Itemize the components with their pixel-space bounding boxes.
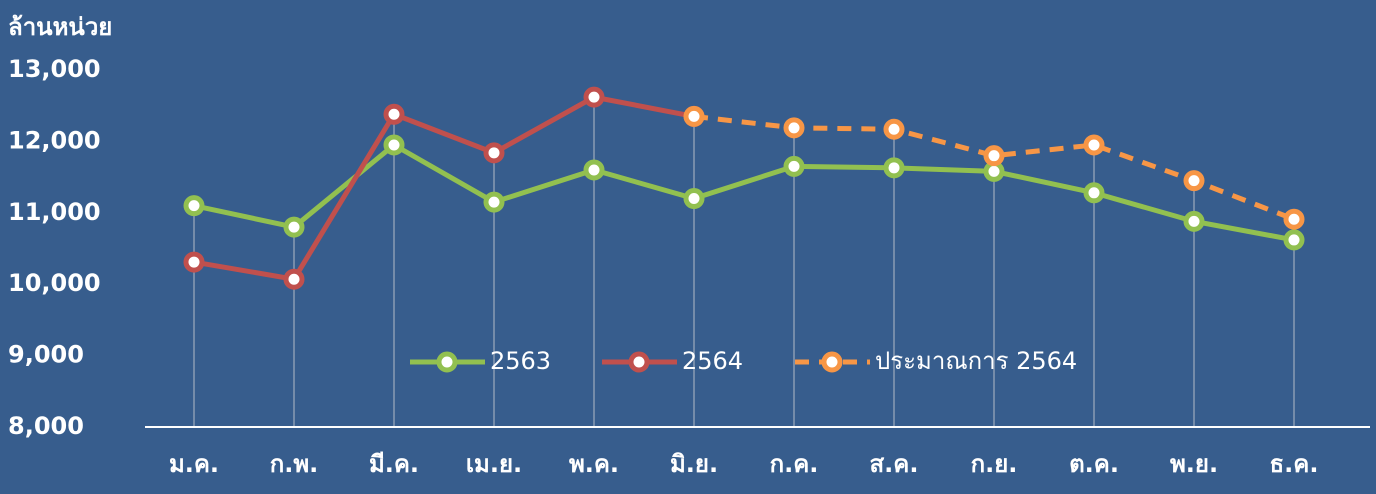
- legend-label: 2563: [490, 347, 551, 375]
- point-marker: [483, 142, 505, 164]
- point-marker: [883, 118, 905, 140]
- x-tick-label: ธ.ค.: [1270, 450, 1319, 478]
- legend-label: ประมาณการ 2564: [875, 347, 1077, 375]
- y-tick-label: 12,000: [8, 126, 101, 154]
- y-tick-label: 9,000: [8, 341, 84, 369]
- x-tick-label: มิ.ย.: [670, 450, 718, 478]
- point-marker: [383, 103, 405, 125]
- x-tick-label: พ.ย.: [1170, 450, 1218, 478]
- point-marker: [183, 251, 205, 273]
- x-tick-label: ส.ค.: [870, 450, 919, 478]
- point-marker: [883, 157, 905, 179]
- x-tick-label: เม.ย.: [466, 450, 522, 478]
- x-tick-label: มี.ค.: [369, 450, 419, 478]
- point-marker: [183, 195, 205, 217]
- point-marker: [283, 268, 305, 290]
- point-marker: [683, 188, 705, 210]
- point-marker: [783, 117, 805, 139]
- series-line: [193, 141, 1295, 243]
- point-marker: [1183, 170, 1205, 192]
- point-marker: [583, 86, 605, 108]
- point-marker: [383, 134, 405, 156]
- series-line: [193, 94, 695, 282]
- point-marker: [583, 159, 605, 181]
- point-marker: [983, 145, 1005, 167]
- point-marker: [1283, 208, 1305, 230]
- y-tick-label: 10,000: [8, 269, 101, 297]
- x-tick-label: พ.ค.: [569, 450, 619, 478]
- legend-label: 2564: [682, 347, 743, 375]
- x-tick-label: ม.ค.: [169, 450, 219, 478]
- y-tick-label: 11,000: [8, 198, 101, 226]
- y-tick-label: 13,000: [8, 55, 101, 83]
- point-marker: [1183, 210, 1205, 232]
- x-tick-label: ต.ค.: [1069, 450, 1119, 478]
- x-tick-label: ก.ค.: [770, 450, 819, 478]
- point-marker: [1083, 134, 1105, 156]
- point-marker: [1283, 229, 1305, 251]
- point-marker: [783, 155, 805, 177]
- point-marker: [483, 191, 505, 213]
- x-tick-label: ก.พ.: [270, 450, 319, 478]
- legend-marker: [821, 351, 843, 373]
- y-axis-label: ล้านหน่วย: [8, 13, 112, 41]
- legend-marker: [436, 351, 458, 373]
- legend-marker: [628, 351, 650, 373]
- point-marker: [283, 216, 305, 238]
- point-marker: [1083, 182, 1105, 204]
- x-tick-label: ก.ย.: [971, 450, 1018, 478]
- point-marker: [683, 105, 705, 127]
- y-tick-label: 8,000: [8, 412, 84, 440]
